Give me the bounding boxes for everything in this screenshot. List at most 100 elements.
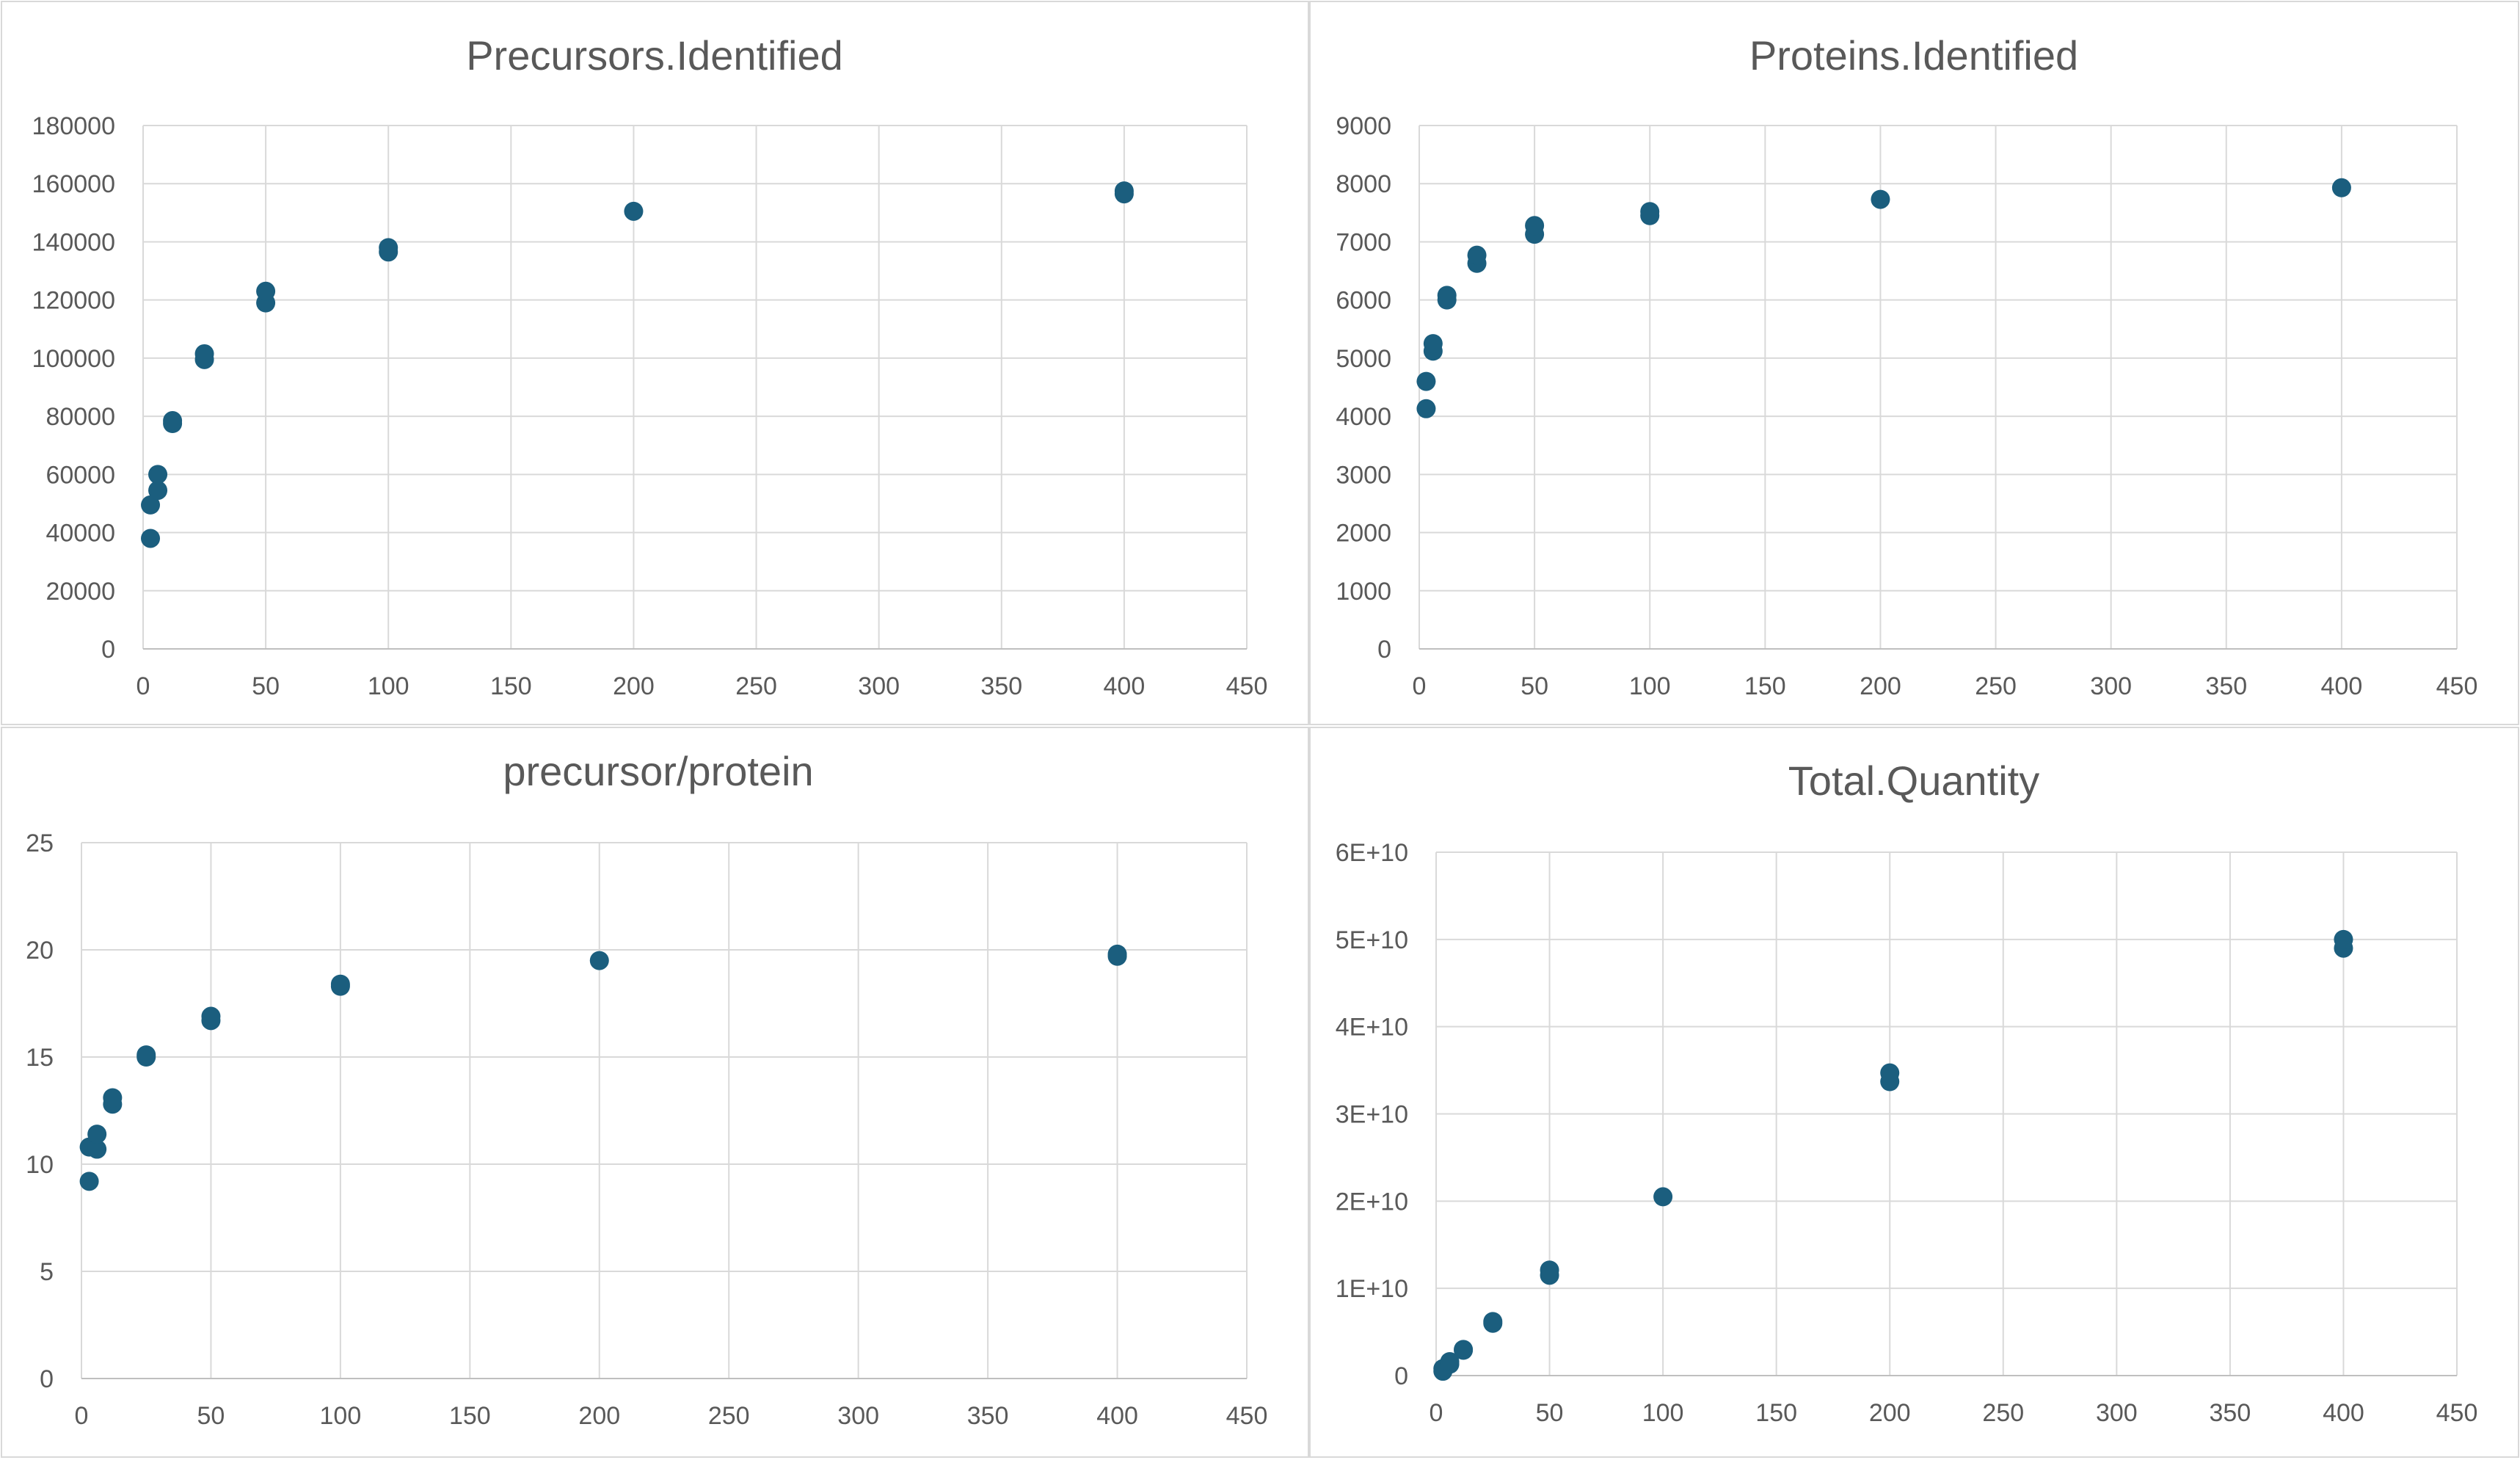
panel-border-2 [1309,1,2519,725]
x-tick-label: 200 [1860,672,1901,700]
y-tick-label: 2000 [1336,520,1391,548]
x-tick-label: 400 [1096,1402,1138,1430]
y-tick-label: 5E+10 [1336,926,1408,954]
y-tick-label: 0 [1377,636,1391,664]
y-tick-label: 25 [26,829,54,857]
x-tick-label: 0 [1413,672,1427,700]
x-tick-label: 350 [980,672,1022,700]
data-point [2331,178,2351,197]
x-tick-label: 150 [490,672,532,700]
data-point [1107,944,1127,964]
x-tick-label: 100 [1629,672,1671,700]
x-tick-label: 100 [368,672,409,700]
x-tick-label: 300 [858,672,900,700]
y-tick-label: 0 [1394,1362,1408,1390]
data-point [1416,399,1436,418]
x-tick-label: 200 [1869,1399,1911,1427]
data-point [1437,286,1457,305]
chart-total-quantity: Total.Quantity 0 50 100 150 200 250 300 350 400 45… [1336,758,2478,1427]
y-tick-label: 5000 [1336,345,1391,373]
data-point [1525,216,1545,236]
data-point [141,529,161,548]
data-point [148,465,168,484]
y-tick-label: 9000 [1336,112,1391,140]
x-tick-label: 100 [1642,1399,1684,1427]
data-point [136,1045,156,1065]
y-tick-label: 4E+10 [1336,1014,1408,1042]
y-tick-label: 100000 [32,345,115,373]
x-tick-label: 350 [2205,672,2247,700]
x-tick-label: 50 [197,1402,225,1430]
data-point [194,344,214,363]
data-point [1871,189,1890,209]
data-point [1440,1351,1460,1371]
x-tick-label: 250 [1975,672,2017,700]
panel-border-4 [1309,727,2519,1458]
y-tick-label: 10 [26,1151,54,1179]
x-tick-label: 0 [75,1402,89,1430]
data-point [201,1006,221,1026]
chart-title: Total.Quantity [1788,758,2039,804]
y-tick-label: 20000 [45,578,115,606]
panel-border-3 [1,727,1309,1458]
chart-proteins-identified: Proteins.Identified 0 50 100 150 200 250 300 350… [1336,32,2477,700]
data-point [1467,245,1487,265]
x-tick-label: 450 [1226,1402,1268,1430]
x-tick-label: 300 [837,1402,879,1430]
y-tick-label: 0 [40,1365,54,1393]
x-tick-label: 200 [613,672,655,700]
data-point [87,1139,107,1159]
y-tick-label: 120000 [32,287,115,315]
y-tick-label: 6000 [1336,287,1391,315]
x-tick-label: 100 [320,1402,362,1430]
x-tick-label: 200 [578,1402,620,1430]
y-tick-label: 3E+10 [1336,1101,1408,1129]
data-point [1540,1260,1559,1280]
x-tick-label: 400 [2321,672,2363,700]
data-point [103,1088,123,1108]
x-tick-label: 450 [1226,672,1268,700]
panel-border-1 [1,1,1309,725]
data-point [1653,1187,1673,1207]
y-tick-label: 1000 [1336,578,1391,606]
x-tick-label: 300 [2096,1399,2138,1427]
x-tick-label: 250 [708,1402,750,1430]
data-point [79,1172,99,1191]
data-point [1416,371,1436,391]
y-tick-label: 6E+10 [1336,839,1408,867]
y-tick-label: 1E+10 [1336,1275,1408,1303]
x-tick-label: 0 [136,672,150,700]
data-point [87,1125,107,1144]
x-tick-label: 50 [1521,672,1548,700]
y-tick-label: 60000 [45,461,115,489]
data-point [1880,1063,1900,1083]
x-tick-label: 150 [1755,1399,1797,1427]
data-point [1454,1340,1474,1359]
x-tick-label: 400 [1104,672,1146,700]
chart-title: precursor/protein [503,748,813,794]
x-tick-label: 300 [2090,672,2132,700]
x-tick-label: 250 [735,672,777,700]
y-tick-label: 7000 [1336,228,1391,256]
x-tick-label: 450 [2436,1399,2478,1427]
x-tick-label: 450 [2436,672,2478,700]
data-point [624,201,644,221]
x-tick-label: 350 [967,1402,1009,1430]
y-tick-label: 160000 [32,170,115,198]
x-tick-label: 0 [1430,1399,1443,1427]
x-tick-label: 50 [1536,1399,1564,1427]
data-point [148,481,168,501]
y-tick-label: 2E+10 [1336,1188,1408,1216]
y-tick-label: 180000 [32,112,115,140]
x-tick-label: 350 [2210,1399,2251,1427]
x-tick-label: 150 [449,1402,491,1430]
y-tick-label: 8000 [1336,170,1391,198]
y-tick-label: 20 [26,937,54,965]
y-tick-label: 15 [26,1044,54,1072]
data-point [1114,181,1134,201]
data-point [163,411,183,431]
data-point [1640,202,1660,222]
x-tick-label: 150 [1744,672,1786,700]
